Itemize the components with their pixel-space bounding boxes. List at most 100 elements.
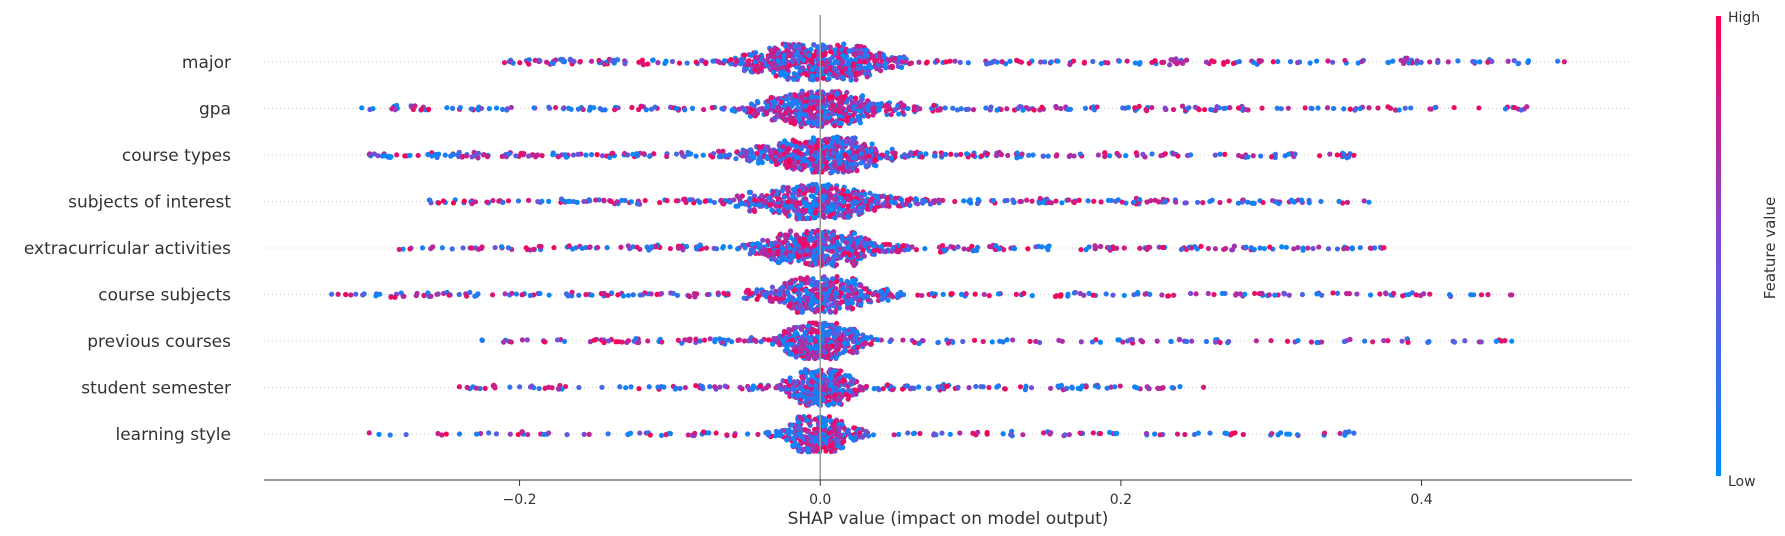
shap-point	[1004, 106, 1010, 112]
shap-point	[728, 61, 734, 67]
shap-point	[673, 198, 679, 204]
shap-point	[743, 152, 749, 159]
shap-point	[984, 151, 991, 157]
shap-point	[766, 247, 773, 254]
shap-point	[1149, 151, 1155, 157]
shap-point	[720, 200, 726, 207]
shap-point	[601, 197, 607, 203]
shap-point	[1359, 58, 1365, 65]
shap-point	[784, 66, 791, 73]
shap-point	[1477, 59, 1483, 65]
shap-point	[1040, 199, 1046, 205]
shap-point	[624, 339, 630, 346]
shap-point	[601, 61, 607, 67]
shap-point	[788, 103, 794, 110]
shap-point	[1511, 105, 1518, 111]
shap-point	[757, 242, 763, 248]
shap-point	[1162, 105, 1168, 111]
shap-point	[870, 248, 877, 254]
shap-point	[1498, 338, 1505, 344]
shap-point	[753, 338, 759, 344]
shap-point	[791, 246, 798, 253]
shap-point	[1017, 104, 1023, 110]
shap-point	[854, 100, 860, 106]
shap-point	[1336, 198, 1342, 204]
shap-point	[1399, 338, 1405, 344]
shap-point	[1184, 338, 1190, 345]
shap-point	[1161, 59, 1167, 65]
shap-point	[965, 60, 971, 66]
shap-point	[846, 66, 853, 72]
shap-point	[727, 244, 733, 250]
shap-point	[830, 102, 836, 109]
shap-point	[940, 291, 946, 297]
shap-point	[579, 245, 585, 251]
shap-point	[642, 197, 648, 204]
shap-point	[1077, 151, 1083, 157]
shap-point	[1217, 199, 1223, 206]
shap-point	[847, 252, 853, 258]
shap-point	[812, 210, 819, 216]
shap-point	[773, 203, 779, 209]
shap-point	[460, 245, 466, 251]
shap-point	[1140, 151, 1146, 157]
shap-point	[693, 59, 699, 65]
shap-point	[1106, 153, 1113, 159]
shap-point	[1188, 245, 1195, 251]
shap-point	[784, 257, 790, 263]
shap-point	[834, 273, 840, 280]
shap-point	[1029, 198, 1035, 204]
shap-point	[803, 107, 810, 113]
shap-point	[641, 151, 647, 157]
shap-point	[546, 292, 552, 298]
shap-point	[961, 198, 967, 204]
shap-point	[1354, 291, 1360, 297]
shap-point	[796, 45, 802, 52]
shap-point	[1471, 292, 1477, 298]
shap-point	[636, 106, 642, 113]
shap-point	[1317, 153, 1323, 159]
shap-point	[1137, 245, 1143, 251]
shap-point	[782, 110, 788, 116]
shap-point	[862, 235, 868, 242]
shap-point	[561, 59, 567, 65]
shap-point	[1287, 59, 1294, 65]
shap-point	[1400, 293, 1406, 299]
shap-point	[725, 337, 732, 343]
shap-point	[1325, 58, 1331, 64]
shap-point	[750, 154, 756, 160]
shap-point	[1274, 105, 1280, 111]
shap-point	[1154, 338, 1160, 344]
shap-point	[570, 152, 577, 158]
shap-point	[1139, 339, 1146, 345]
shap-point	[1039, 244, 1045, 250]
shap-point	[712, 336, 718, 343]
shap-point	[720, 244, 727, 250]
shap-point	[855, 65, 862, 72]
shap-point	[702, 198, 708, 204]
shap-point	[1048, 200, 1055, 206]
shap-point	[1342, 57, 1348, 64]
shap-point	[832, 47, 838, 53]
shap-point	[943, 59, 949, 65]
shap-point	[1308, 339, 1315, 345]
shap-point	[1135, 289, 1141, 296]
shap-point	[1268, 338, 1274, 344]
shap-point	[874, 337, 881, 343]
shap-point	[1208, 106, 1214, 113]
shap-point	[415, 152, 421, 159]
shap-point	[895, 103, 901, 109]
shap-point	[845, 61, 851, 67]
shap-point	[842, 93, 848, 100]
shap-point	[858, 194, 864, 200]
shap-point	[929, 290, 935, 297]
shap-point	[871, 243, 877, 249]
shap-point	[734, 149, 740, 155]
shap-point	[1175, 153, 1181, 159]
shap-point	[868, 341, 874, 347]
shap-point	[625, 243, 631, 249]
shap-point	[1110, 245, 1117, 251]
shap-point	[771, 100, 778, 106]
shap-point	[442, 152, 448, 158]
shap-point	[776, 259, 782, 265]
